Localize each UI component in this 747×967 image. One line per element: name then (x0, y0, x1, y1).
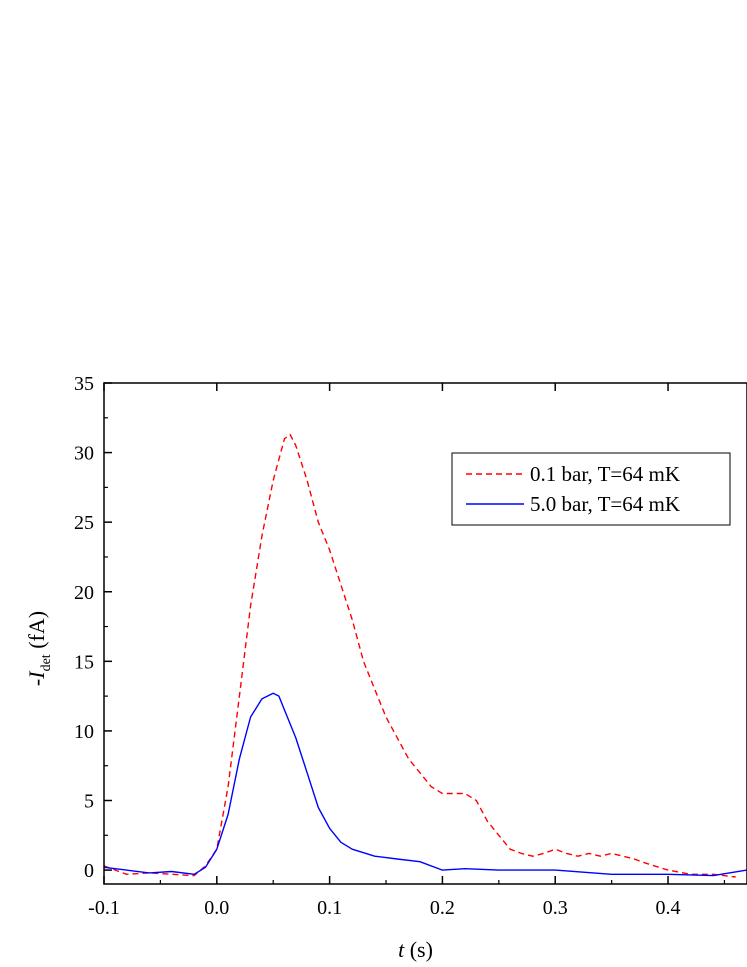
y-axis: 0 5 10 15 20 25 30 35 (74, 373, 112, 882)
series-line-0 (103, 433, 736, 878)
x-axis-var: t (398, 937, 405, 962)
y-axis-var: I (24, 670, 49, 680)
x-axis: -0.1 0.0 0.1 0.2 0.3 0.4 (88, 383, 726, 919)
y-axis-sub: det (39, 654, 54, 671)
y-tick-label: 25 (74, 512, 94, 534)
legend-label-1: 5.0 bar, T=64 mK (530, 492, 680, 516)
y-tick-label: 30 (74, 443, 94, 465)
legend: 0.1 bar, T=64 mK 5.0 bar, T=64 mK (451, 452, 731, 526)
y-axis-unit: (fA) (24, 611, 49, 654)
x-tick-label: 0.1 (317, 897, 342, 919)
y-tick-label: 5 (84, 791, 94, 813)
legend-box (451, 452, 731, 526)
y-tick-label: 20 (74, 582, 94, 604)
x-tick-label: 0.3 (543, 897, 568, 919)
y-axis-title: -Idet (fA) (24, 611, 54, 686)
x-tick-label: -0.1 (88, 897, 120, 919)
plot-frame (103, 382, 747, 885)
x-axis-unit: (s) (404, 937, 433, 962)
x-axis-title: t (s) (398, 937, 433, 962)
y-tick-label: 35 (74, 373, 94, 395)
legend-label-0: 0.1 bar, T=64 mK (530, 462, 680, 486)
x-tick-label: 0.2 (430, 897, 455, 919)
x-tick-label: 0.0 (204, 897, 229, 919)
x-tick-label: 0.4 (656, 897, 681, 919)
y-axis-prefix: - (24, 679, 49, 686)
series-line-1 (103, 692, 747, 877)
series-layer (103, 433, 747, 878)
y-tick-label: 10 (74, 721, 94, 743)
y-tick-label: 15 (74, 651, 94, 673)
y-tick-label: 0 (84, 860, 94, 882)
